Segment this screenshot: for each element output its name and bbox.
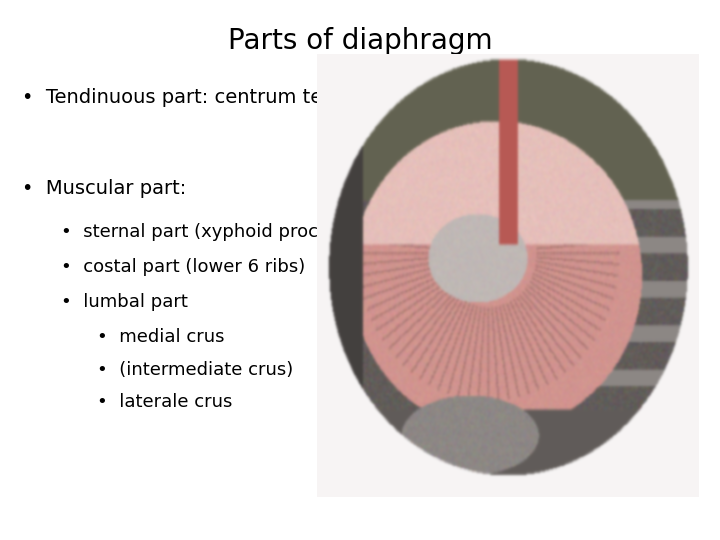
Text: •  laterale crus: • laterale crus — [97, 393, 233, 411]
Text: •  lumbal part: • lumbal part — [61, 293, 188, 312]
Text: •  medial crus: • medial crus — [97, 328, 225, 347]
Text: •  Tendinuous part: centrum tendineum: • Tendinuous part: centrum tendineum — [22, 87, 408, 107]
Text: •  (intermediate crus): • (intermediate crus) — [97, 361, 294, 379]
Text: •  costal part (lower 6 ribs): • costal part (lower 6 ribs) — [61, 258, 305, 276]
Text: •  sternal part (xyphoid proc.): • sternal part (xyphoid proc.) — [61, 223, 331, 241]
Text: •  Muscular part:: • Muscular part: — [22, 179, 186, 199]
Text: Parts of diaphragm: Parts of diaphragm — [228, 27, 492, 55]
